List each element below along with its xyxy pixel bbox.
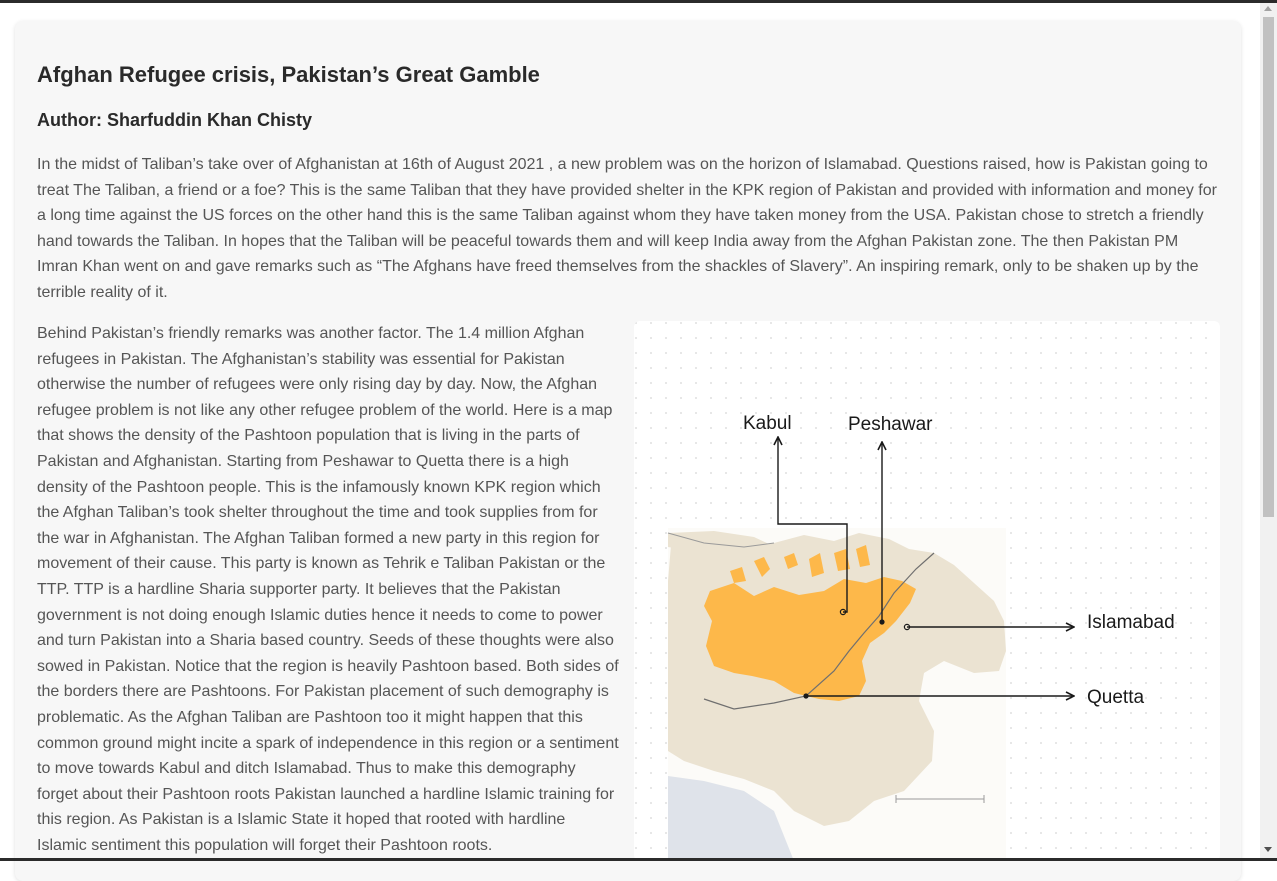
label-kabul: Kabul	[743, 413, 792, 434]
article-title: Afghan Refugee crisis, Pakistan’s Great …	[37, 62, 540, 87]
vertical-scrollbar[interactable]	[1260, 3, 1277, 858]
article-paragraph-intro: In the midst of Taliban’s take over of A…	[37, 156, 1217, 301]
sea-area	[668, 776, 794, 861]
pashtoon-density-map: Kabul Peshawar Islamabad Quetta	[634, 321, 1220, 861]
pashtoon-patch	[809, 553, 824, 577]
window-top-border	[0, 0, 1277, 3]
land-north	[668, 531, 784, 561]
pashtoon-patch	[784, 553, 798, 569]
pashtoon-patch	[754, 557, 770, 577]
pashtoon-patch	[856, 545, 870, 567]
pashtoon-patch	[834, 549, 850, 571]
scroll-down-arrow-icon[interactable]	[1264, 847, 1272, 852]
window-bottom-border	[0, 858, 1277, 861]
label-islamabad: Islamabad	[1087, 612, 1175, 633]
pashtoon-density-area	[704, 577, 916, 701]
label-peshawar: Peshawar	[848, 414, 933, 435]
pashtoon-patch	[730, 567, 746, 583]
article-paragraph-refugees: Behind Pakistan’s friendly remarks was a…	[37, 325, 619, 854]
afghan-pakistan-border	[703, 552, 935, 710]
map-graphic	[634, 321, 1220, 861]
kabul-arrow	[778, 437, 848, 613]
label-quetta: Quetta	[1087, 687, 1145, 708]
scrollbar-thumb[interactable]	[1263, 17, 1274, 517]
article-author: Author: Sharfuddin Khan Chisty	[37, 110, 312, 130]
scroll-up-arrow-icon[interactable]	[1264, 6, 1272, 11]
border-line	[667, 532, 775, 548]
